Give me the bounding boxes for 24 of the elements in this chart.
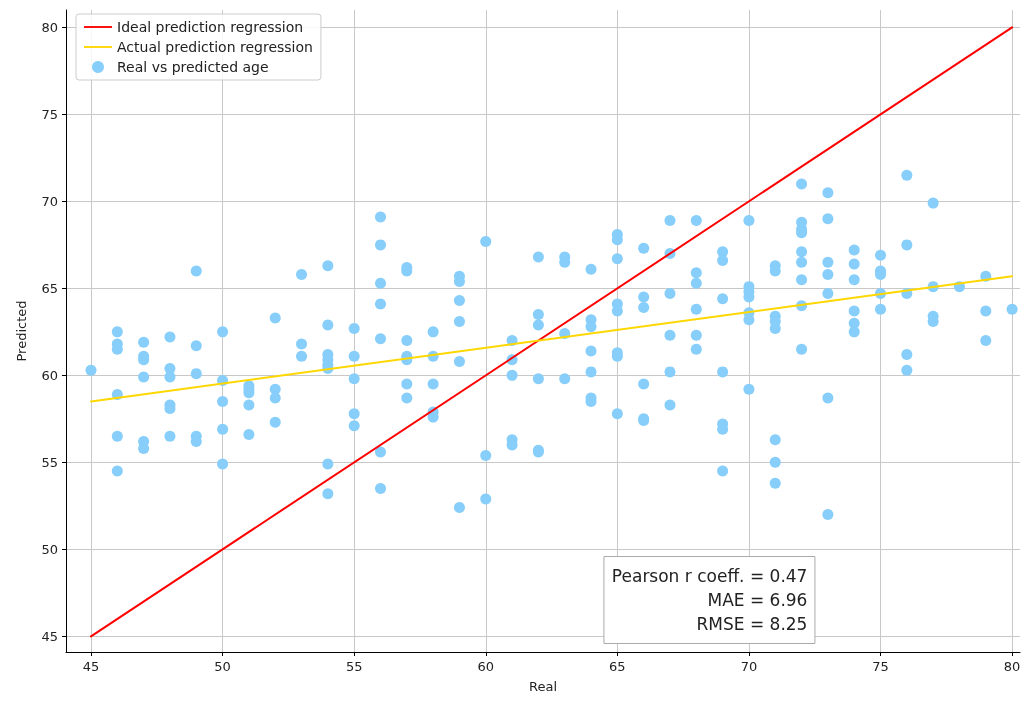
x-tick-label: 65 xyxy=(609,659,626,674)
y-tick-label: 80 xyxy=(41,19,58,35)
y-tick-label: 55 xyxy=(41,454,58,470)
y-tick-label: 50 xyxy=(41,541,58,557)
annotation: RMSE = 8.25 xyxy=(696,614,808,634)
annotation: MAE = 6.96 xyxy=(707,590,808,610)
legend-label: Real vs predicted age xyxy=(117,59,269,75)
y-axis-title: Predicted xyxy=(14,300,29,362)
x-tick-label: 70 xyxy=(740,659,758,674)
legend-label: Ideal prediction regression xyxy=(117,19,304,35)
y-tick-label: 60 xyxy=(41,367,58,383)
y-tick-label: 65 xyxy=(41,280,58,296)
x-tick-label: 75 xyxy=(872,659,889,674)
x-axis-title: Real xyxy=(528,679,558,694)
x-tick-label: 50 xyxy=(214,659,231,674)
x-tick-label: 45 xyxy=(82,659,100,674)
y-tick-label: 75 xyxy=(41,106,58,122)
legend-label: Actual prediction regression xyxy=(117,39,313,55)
annotation: Pearson r coeff. = 0.47 xyxy=(611,566,808,586)
x-tick-label: 60 xyxy=(477,659,495,674)
x-tick-label: 80 xyxy=(1003,659,1021,674)
x-tick-label: 55 xyxy=(345,659,363,674)
y-tick-label: 45 xyxy=(41,628,58,644)
y-tick-label: 70 xyxy=(41,193,58,209)
